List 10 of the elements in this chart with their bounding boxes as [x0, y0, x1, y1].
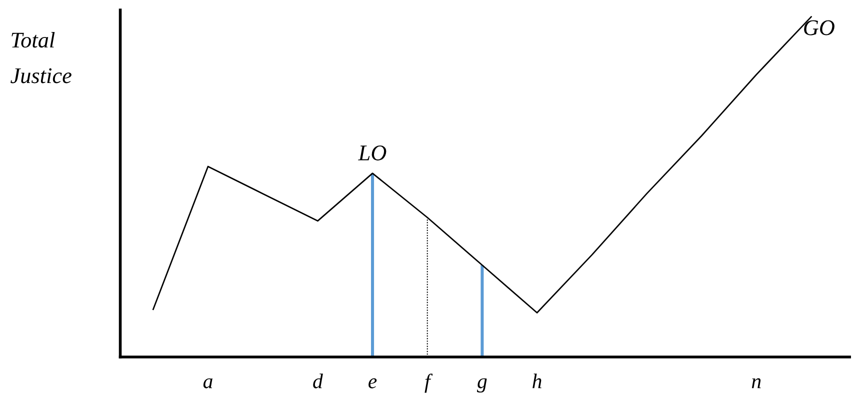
x-tick-label: a	[203, 378, 212, 388]
x-tick-label: h	[532, 374, 542, 388]
y-axis-title: Total Justice	[10, 32, 72, 84]
annotation: GO	[804, 20, 834, 36]
x-tick-label: f	[424, 374, 433, 393]
x-tick-label: d	[313, 374, 323, 388]
x-tick-label: e	[368, 378, 377, 388]
annotation: LO	[358, 146, 386, 160]
x-tick-label: n	[752, 378, 761, 388]
x-tick-label: g	[476, 378, 487, 393]
